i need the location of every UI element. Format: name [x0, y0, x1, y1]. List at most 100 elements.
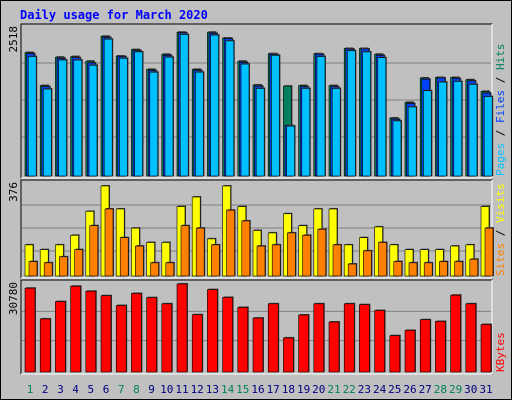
x-tick-label: 3 — [57, 383, 64, 396]
sites-bar — [302, 235, 311, 277]
chart-title: Daily usage for March 2020 — [20, 8, 208, 22]
sites-bar — [408, 262, 418, 277]
hits-legend: Pages / Files / Hits — [494, 44, 507, 177]
x-tick-label: 14 — [221, 383, 235, 396]
sites-bar — [28, 261, 38, 277]
visits-ymax-label: 376 — [7, 182, 20, 202]
pages-bar — [453, 81, 463, 177]
sites-bar — [347, 263, 357, 277]
pages-bar — [301, 88, 311, 177]
kbytes-bar — [435, 321, 446, 373]
kbytes-bar — [115, 305, 127, 373]
kbytes-bar — [70, 285, 81, 373]
kbytes-bar — [161, 303, 173, 373]
x-tick-label: 9 — [148, 383, 155, 396]
x-tick-label: 11 — [175, 383, 188, 396]
pages-bar — [88, 64, 98, 177]
kbytes-bar — [24, 287, 36, 373]
x-tick-label: 5 — [87, 383, 94, 396]
pages-bar — [331, 88, 341, 177]
pages-bar — [483, 96, 493, 177]
pages-bar — [119, 57, 128, 177]
pages-bar — [347, 50, 356, 177]
pages-bar — [58, 59, 67, 177]
x-tick-label: 24 — [373, 383, 387, 396]
pages-bar — [423, 90, 432, 177]
pages-bar — [362, 51, 371, 177]
sites-bar — [226, 209, 235, 277]
kbytes-bar — [343, 303, 355, 373]
sites-bar — [378, 242, 387, 277]
legend-hits: Hits — [494, 44, 507, 71]
sites-bar — [89, 225, 99, 277]
pages-bar — [103, 38, 113, 177]
sites-bar — [43, 262, 53, 277]
pages-bar — [164, 56, 174, 177]
sites-bar — [363, 250, 372, 277]
pages-bar — [407, 106, 417, 177]
x-tick-label: 1 — [27, 383, 34, 396]
pages-bar — [195, 71, 204, 177]
x-tick-label: 31 — [479, 383, 492, 396]
pages-bar — [377, 57, 387, 177]
legend-separator: / — [494, 223, 507, 243]
x-tick-label: 16 — [251, 383, 264, 396]
sites-bar — [241, 220, 251, 277]
kbytes-bar — [100, 295, 112, 373]
pages-bar — [43, 88, 52, 177]
sites-bar — [211, 244, 220, 277]
sites-bar — [393, 261, 403, 277]
sites-bar — [150, 262, 159, 277]
kbytes-bar — [419, 319, 431, 373]
legend-files: Files — [494, 90, 507, 123]
pages-bar — [316, 56, 326, 177]
kbytes-ymax-label: 30780 — [7, 282, 20, 315]
legend-separator: / — [494, 123, 507, 143]
sites-bar — [484, 227, 494, 277]
kbytes-bar — [131, 293, 142, 373]
pages-bar — [286, 125, 295, 177]
x-tick-label: 27 — [419, 383, 432, 396]
sites-bar — [439, 261, 448, 277]
legend-kbytes: KBytes — [494, 332, 507, 372]
x-tick-label: 19 — [297, 383, 310, 396]
hits-ymax-label: 2518 — [7, 26, 20, 53]
kbytes-bar — [222, 297, 233, 373]
x-tick-label: 18 — [282, 383, 295, 396]
kbytes-bar — [328, 321, 340, 373]
sites-bar — [195, 227, 205, 277]
x-tick-label: 13 — [206, 383, 219, 396]
sites-bar — [256, 245, 266, 277]
pages-bar — [240, 63, 250, 177]
kbytes-bar — [267, 303, 279, 373]
legend-visits: Visits — [494, 183, 507, 223]
x-tick-label: 29 — [449, 383, 462, 396]
sites-bar — [317, 229, 327, 277]
legend-sites: Sites — [494, 243, 507, 276]
sites-bar — [165, 262, 175, 277]
kbytes-bar — [404, 330, 416, 373]
kbytes-bar — [480, 324, 492, 373]
x-tick-label: 28 — [434, 383, 447, 396]
x-tick-label: 22 — [343, 383, 356, 396]
sites-bar — [119, 237, 129, 277]
x-tick-label: 7 — [118, 383, 125, 396]
x-tick-label: 15 — [236, 383, 249, 396]
kbytes-bar — [146, 297, 157, 373]
kbytes-bar — [237, 307, 249, 373]
visits-legend: Sites / Visits — [494, 183, 507, 276]
kbytes-bar — [39, 318, 51, 373]
kbytes-bar — [313, 303, 325, 373]
x-tick-label: 20 — [312, 383, 325, 396]
pages-bar — [438, 81, 447, 177]
x-tick-label: 30 — [464, 383, 477, 396]
kbytes-bar — [450, 294, 461, 373]
pages-bar — [27, 56, 37, 177]
x-tick-label: 6 — [103, 383, 110, 396]
pages-bar — [225, 40, 235, 177]
sites-bar — [423, 262, 433, 277]
x-tick-label: 12 — [191, 383, 204, 396]
kbytes-bar — [55, 301, 66, 373]
x-tick-label: 17 — [267, 383, 280, 396]
